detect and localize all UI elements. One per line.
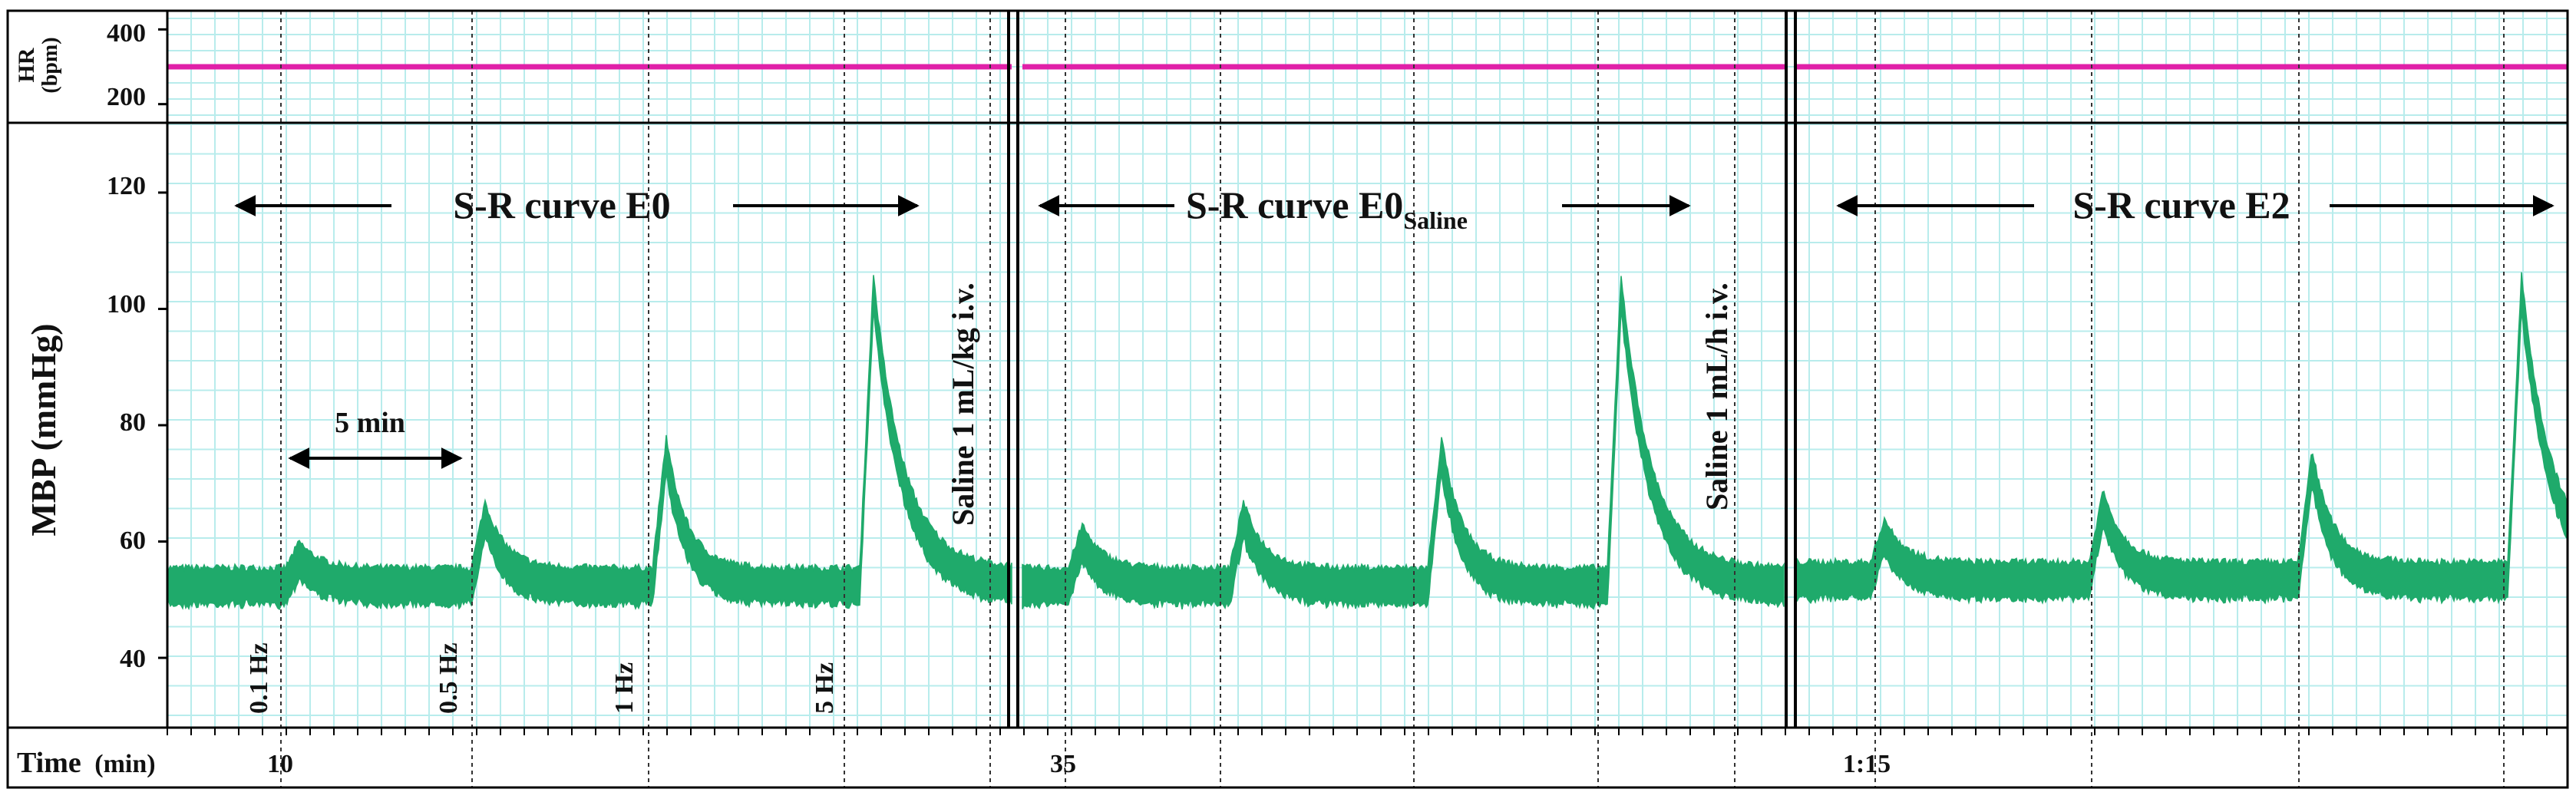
grid [167, 11, 2568, 728]
hr-tick-label: 400 [107, 19, 146, 48]
segment-1-title: S-R curve E0 [453, 183, 670, 226]
outer-frame [6, 9, 2569, 789]
mbp-trace-segment-2 [1022, 276, 1785, 610]
traces [167, 64, 2568, 611]
event-markers [280, 11, 2505, 787]
mbp-tick-label: 120 [107, 172, 146, 200]
mbp-tick-label: 40 [120, 645, 146, 673]
interval-label: 5 min [335, 407, 405, 439]
mbp-trace-segment-1 [167, 275, 1012, 611]
hr-axis-label-line1: HR [14, 48, 39, 82]
treatment-label-infusion: Saline 1 mL/h i.v. [1699, 282, 1734, 510]
treatment-label-bolus: Saline 1 mL/kg i.v. [946, 282, 980, 526]
segment-2-title-main: S-R curve E0 [1186, 183, 1403, 226]
time-axis-unit: (min) [94, 750, 155, 778]
time-tick-label: 35 [1050, 750, 1076, 778]
mbp-tick-label: 80 [120, 408, 146, 437]
hr-tick-label: 200 [107, 83, 146, 111]
mbp-tick-label: 100 [107, 290, 146, 319]
segment-2-title-subscript: Saline [1403, 206, 1468, 234]
frequency-label-0.5hz: 0.5 Hz [434, 642, 463, 714]
segment-2-title: S-R curve E0Saline [1186, 183, 1468, 234]
segment-3-title: S-R curve E2 [2072, 183, 2290, 226]
time-tick-label: 10 [267, 750, 293, 778]
mbp-tick-label: 60 [120, 527, 146, 555]
panel-frames [6, 9, 2569, 789]
frequency-label-1hz: 1 Hz [610, 662, 639, 714]
frequency-label-5hz: 5 Hz [811, 662, 839, 714]
time-axis-title: Time [17, 747, 81, 779]
time-axis-label: Time (min) [17, 747, 156, 779]
mbp-axis-label: MBP (mmHg) [24, 323, 63, 536]
hr-axis-label-line2: (bpm) [38, 37, 62, 93]
time-tick-label: 1:15 [1843, 750, 1891, 778]
frequency-label-0.1hz: 0.1 Hz [245, 642, 273, 714]
